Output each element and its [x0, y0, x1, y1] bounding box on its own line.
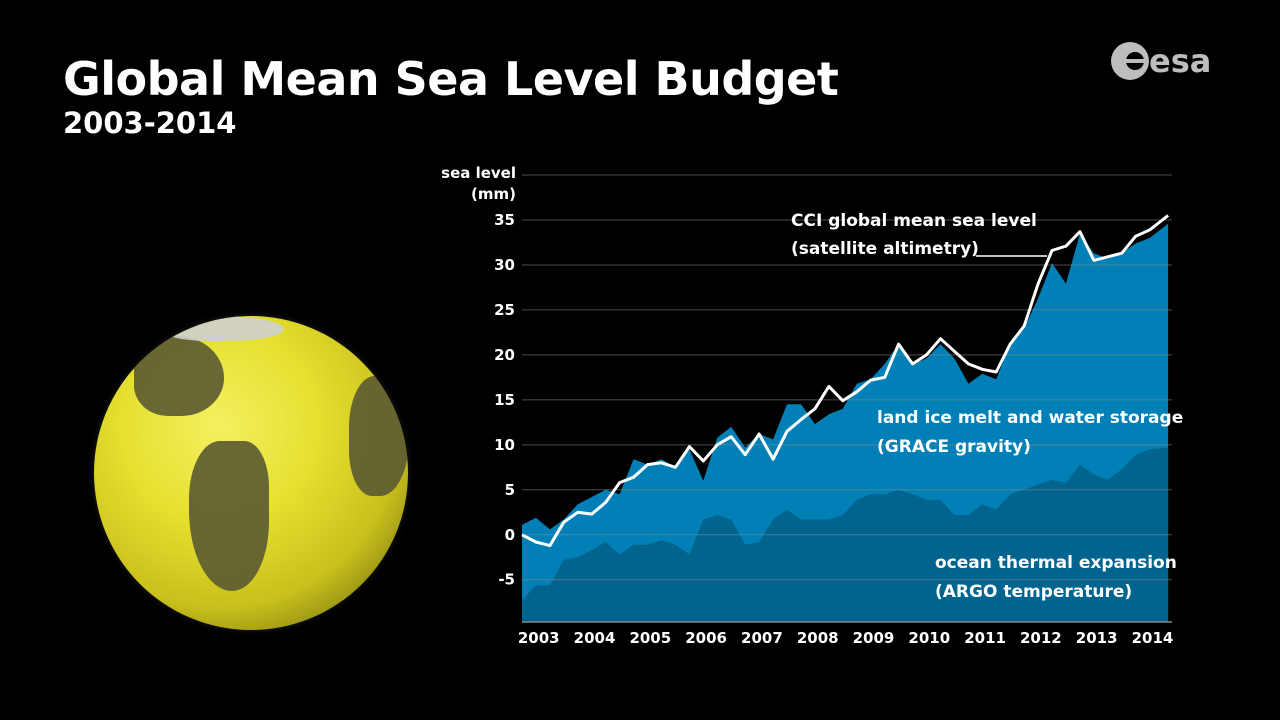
- y-tick-label: 20: [494, 346, 515, 364]
- x-tick-label: 2010: [908, 629, 950, 647]
- gmsl-label: CCI global mean sea level: [791, 211, 1037, 231]
- x-tick-label: 2012: [1020, 629, 1062, 647]
- x-tick-label: 2004: [574, 629, 616, 647]
- x-tick-label: 2007: [741, 629, 783, 647]
- esa-logo: esa: [1111, 40, 1221, 82]
- x-tick-label: 2009: [853, 629, 895, 647]
- x-tick-label: 2006: [685, 629, 727, 647]
- y-tick-label: -5: [498, 571, 515, 589]
- grace-label-sub: (GRACE gravity): [877, 437, 1031, 457]
- y-tick-label: 5: [505, 481, 515, 499]
- x-tick-label: 2013: [1076, 629, 1118, 647]
- x-tick-label: 2008: [797, 629, 839, 647]
- y-tick-label: 0: [505, 526, 515, 544]
- y-tick-label: 15: [494, 391, 515, 409]
- x-tick-label: 2011: [964, 629, 1006, 647]
- y-tick-label: 30: [494, 256, 515, 274]
- page-title: Global Mean Sea Level Budget: [63, 52, 839, 106]
- y-tick-label: 35: [494, 211, 515, 229]
- grace-label: land ice melt and water storage: [877, 408, 1183, 428]
- x-tick-label: 2005: [629, 629, 671, 647]
- y-tick-label: 10: [494, 436, 515, 454]
- gmsl-line: [521, 214, 1170, 548]
- x-tick-label: 2014: [1132, 629, 1174, 647]
- y-axis-label-line1: sea level: [441, 164, 516, 182]
- gmsl-label-sub: (satellite altimetry): [791, 239, 979, 259]
- page-subtitle: 2003-2014: [63, 106, 237, 140]
- thermal-label: ocean thermal expansion: [935, 553, 1177, 573]
- thermal-label-sub: (ARGO temperature): [935, 582, 1132, 602]
- y-tick-label: 25: [494, 301, 515, 319]
- globe-image: [94, 316, 408, 630]
- x-tick-label: 2003: [518, 629, 560, 647]
- svg-text:esa: esa: [1149, 42, 1211, 80]
- y-axis-label-line2: (mm): [471, 185, 516, 203]
